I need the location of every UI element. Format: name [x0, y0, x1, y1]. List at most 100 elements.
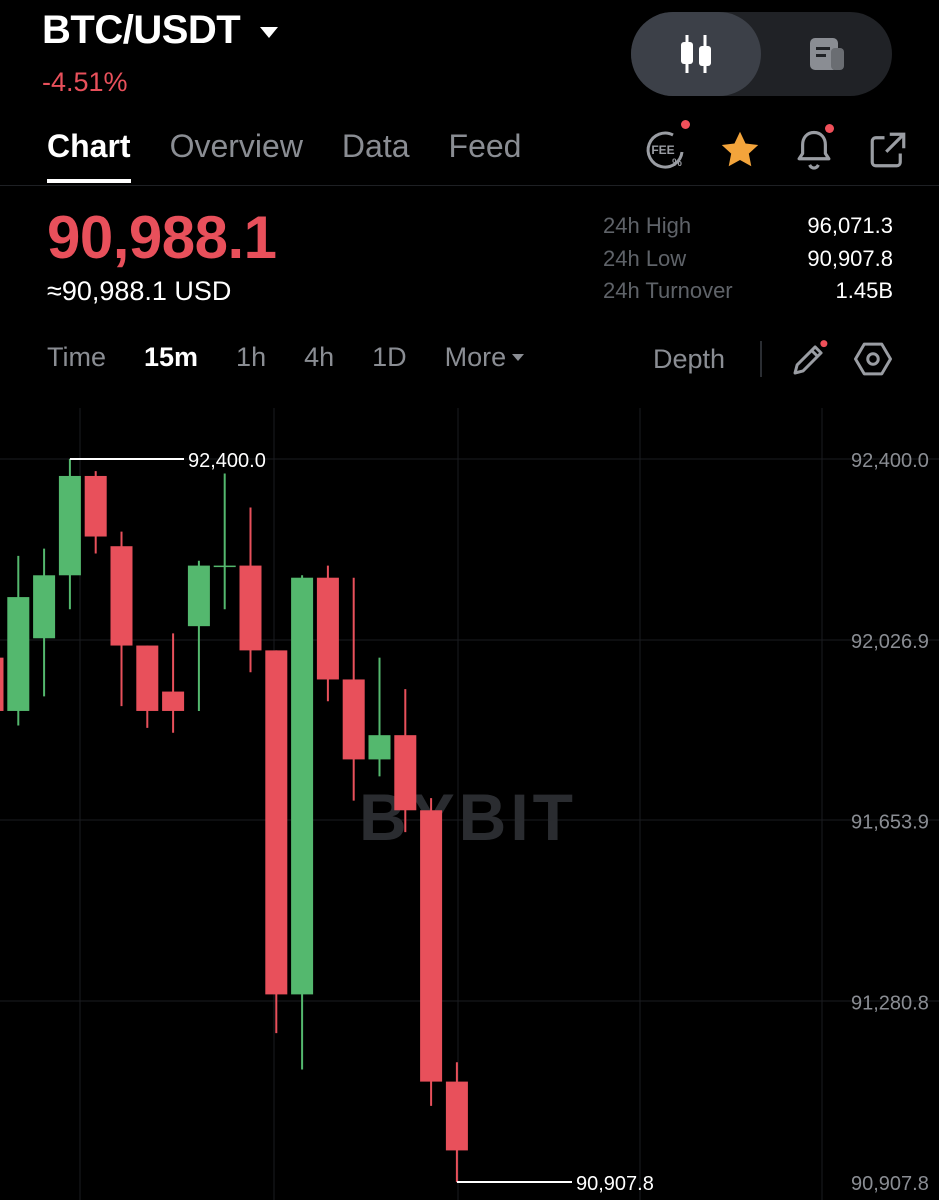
- notification-dot: [681, 120, 690, 129]
- candle: [7, 555, 30, 726]
- svg-text:%: %: [672, 157, 682, 169]
- candle-body: [187, 565, 210, 627]
- low-marker-label: 90,907.8: [576, 1173, 654, 1195]
- stat-value: 90,907.8: [807, 245, 893, 271]
- candle: [394, 689, 417, 833]
- pair-selector[interactable]: BTC/USDT: [42, 8, 279, 53]
- tab-feed[interactable]: Feed: [448, 128, 522, 164]
- candle: [0, 657, 4, 711]
- high-marker-label: 92,400.0: [188, 450, 266, 472]
- price-change: -4.51%: [42, 67, 128, 97]
- candle-body: [213, 565, 236, 568]
- candle-body: [291, 577, 314, 995]
- bell-icon: [797, 130, 831, 170]
- candle: [445, 1062, 468, 1182]
- candle-body: [368, 735, 391, 760]
- candle-body: [162, 691, 185, 711]
- candle-body: [110, 546, 133, 646]
- candle: [58, 459, 81, 610]
- candle-body: [265, 650, 288, 995]
- info-doc-icon: [810, 38, 844, 70]
- depth-button[interactable]: Depth: [653, 344, 726, 374]
- y-tick-label: 90,907.8: [851, 1173, 929, 1195]
- notification-dot: [825, 124, 834, 133]
- candle-body: [84, 475, 107, 537]
- main-tabs: Chart Overview Data Feed: [47, 128, 522, 183]
- candle: [84, 471, 107, 554]
- chart-settings-button[interactable]: [852, 338, 894, 380]
- header-actions: FEE %: [640, 120, 914, 176]
- candle: [213, 473, 236, 610]
- candle-body: [0, 657, 4, 711]
- share-icon: [870, 132, 906, 168]
- interval-1d[interactable]: 1D: [372, 342, 407, 372]
- extreme-markers: 92,400.0 90,907.8: [69, 450, 654, 1195]
- pair-name: BTC/USDT: [42, 8, 241, 52]
- y-tick-label: 91,653.9: [851, 812, 929, 834]
- candle: [291, 575, 314, 1070]
- interval-4h[interactable]: 4h: [304, 342, 335, 372]
- watermark: BYBIT: [359, 780, 577, 854]
- stat-label: 24h Low: [603, 245, 687, 271]
- tab-overview[interactable]: Overview: [169, 128, 303, 164]
- candle-body: [342, 679, 365, 760]
- candle-body: [33, 575, 56, 639]
- stat-row-low: 24h Low 90,907.8: [603, 243, 893, 276]
- tabs-divider: [0, 185, 939, 186]
- last-price: 90,988.1: [47, 204, 277, 271]
- candle-body: [7, 597, 30, 711]
- interval-15m[interactable]: 15m: [144, 342, 199, 372]
- fee-button[interactable]: FEE %: [640, 120, 692, 176]
- candlestick-chart[interactable]: BYBIT 92,400.0 90,907.8 92,400.092,026.99…: [0, 408, 939, 1200]
- candle: [342, 577, 365, 801]
- candle-body: [394, 735, 417, 811]
- candle-body: [58, 475, 81, 576]
- tab-chart[interactable]: Chart: [47, 128, 131, 183]
- toolbar-divider: [760, 341, 762, 377]
- candlestick-icon: [681, 35, 711, 73]
- stats-panel: 24h High 96,071.3 24h Low 90,907.8 24h T…: [603, 210, 893, 308]
- share-button[interactable]: [862, 124, 914, 176]
- candle-body: [316, 577, 339, 680]
- candle-body: [136, 645, 159, 711]
- interval-time[interactable]: Time: [47, 342, 106, 372]
- alert-button[interactable]: [788, 124, 840, 176]
- interval-bar: Time 15m 1h 4h 1D More: [47, 342, 525, 373]
- candle: [162, 633, 185, 733]
- candles: [0, 459, 468, 1182]
- candle: [110, 531, 133, 707]
- caret-down-icon: [512, 354, 525, 361]
- candle: [316, 565, 339, 702]
- stat-value: 1.45B: [835, 278, 894, 303]
- info-view-button[interactable]: [762, 12, 892, 96]
- stat-row-turnover: 24h Turnover 1.45B: [603, 275, 893, 308]
- candle: [136, 645, 159, 728]
- candlestick-view-button[interactable]: [631, 12, 761, 96]
- stat-label: 24h High: [603, 213, 692, 238]
- fee-label: FEE: [651, 143, 674, 157]
- tab-data[interactable]: Data: [341, 128, 410, 164]
- star-icon: [721, 131, 759, 167]
- candle: [33, 548, 56, 697]
- candle: [265, 650, 288, 1034]
- y-tick-label: 92,400.0: [851, 450, 929, 472]
- stat-value: 96,071.3: [807, 213, 893, 238]
- y-axis: 92,400.0 92,026.9 91,653.9 91,280.8 90,907.8: [851, 450, 929, 1195]
- interval-more[interactable]: More: [445, 342, 525, 373]
- chart-grid: [0, 408, 939, 1200]
- draw-button[interactable]: [788, 338, 830, 380]
- interval-more-label: More: [444, 342, 507, 372]
- stat-label: 24h Turnover: [603, 278, 733, 303]
- hexagon-settings-icon: [854, 342, 892, 376]
- favorite-button[interactable]: [714, 124, 766, 176]
- view-toggle: [631, 12, 892, 96]
- candle: [239, 507, 262, 673]
- candle-body: [239, 565, 262, 651]
- usd-price: ≈90,988.1 USD: [47, 276, 232, 306]
- candle: [187, 560, 210, 711]
- chevron-down-icon: [260, 27, 279, 38]
- candle: [368, 657, 391, 777]
- interval-1h[interactable]: 1h: [236, 342, 267, 372]
- candle-body: [420, 810, 443, 1082]
- pencil-icon: [793, 340, 828, 375]
